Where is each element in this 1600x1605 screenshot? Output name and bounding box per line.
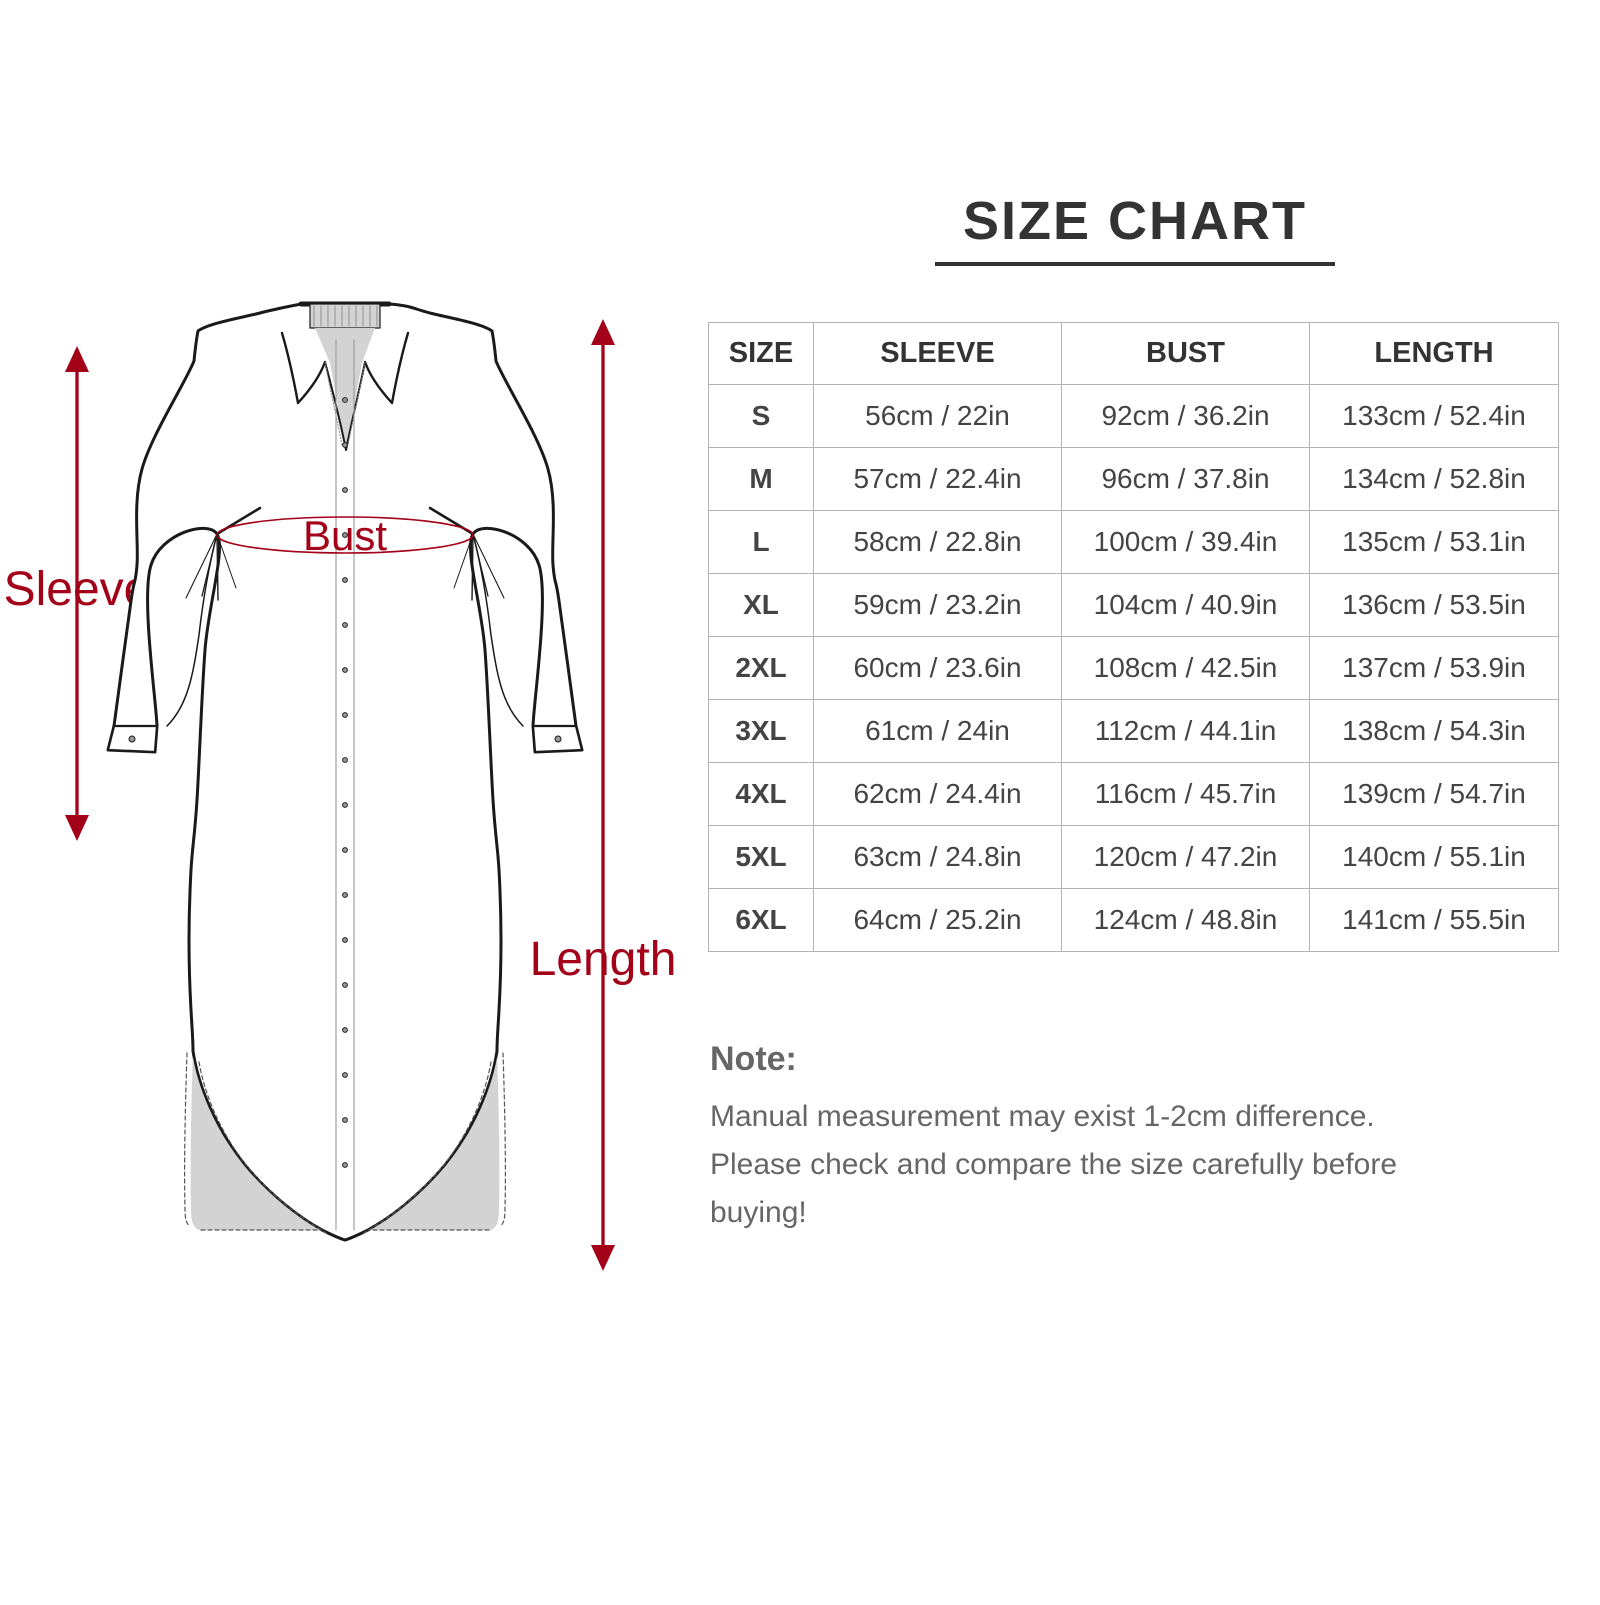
- svg-text:Bust: Bust: [303, 512, 387, 559]
- svg-text:Sleeve: Sleeve: [4, 563, 151, 616]
- svg-text:Length: Length: [530, 933, 677, 986]
